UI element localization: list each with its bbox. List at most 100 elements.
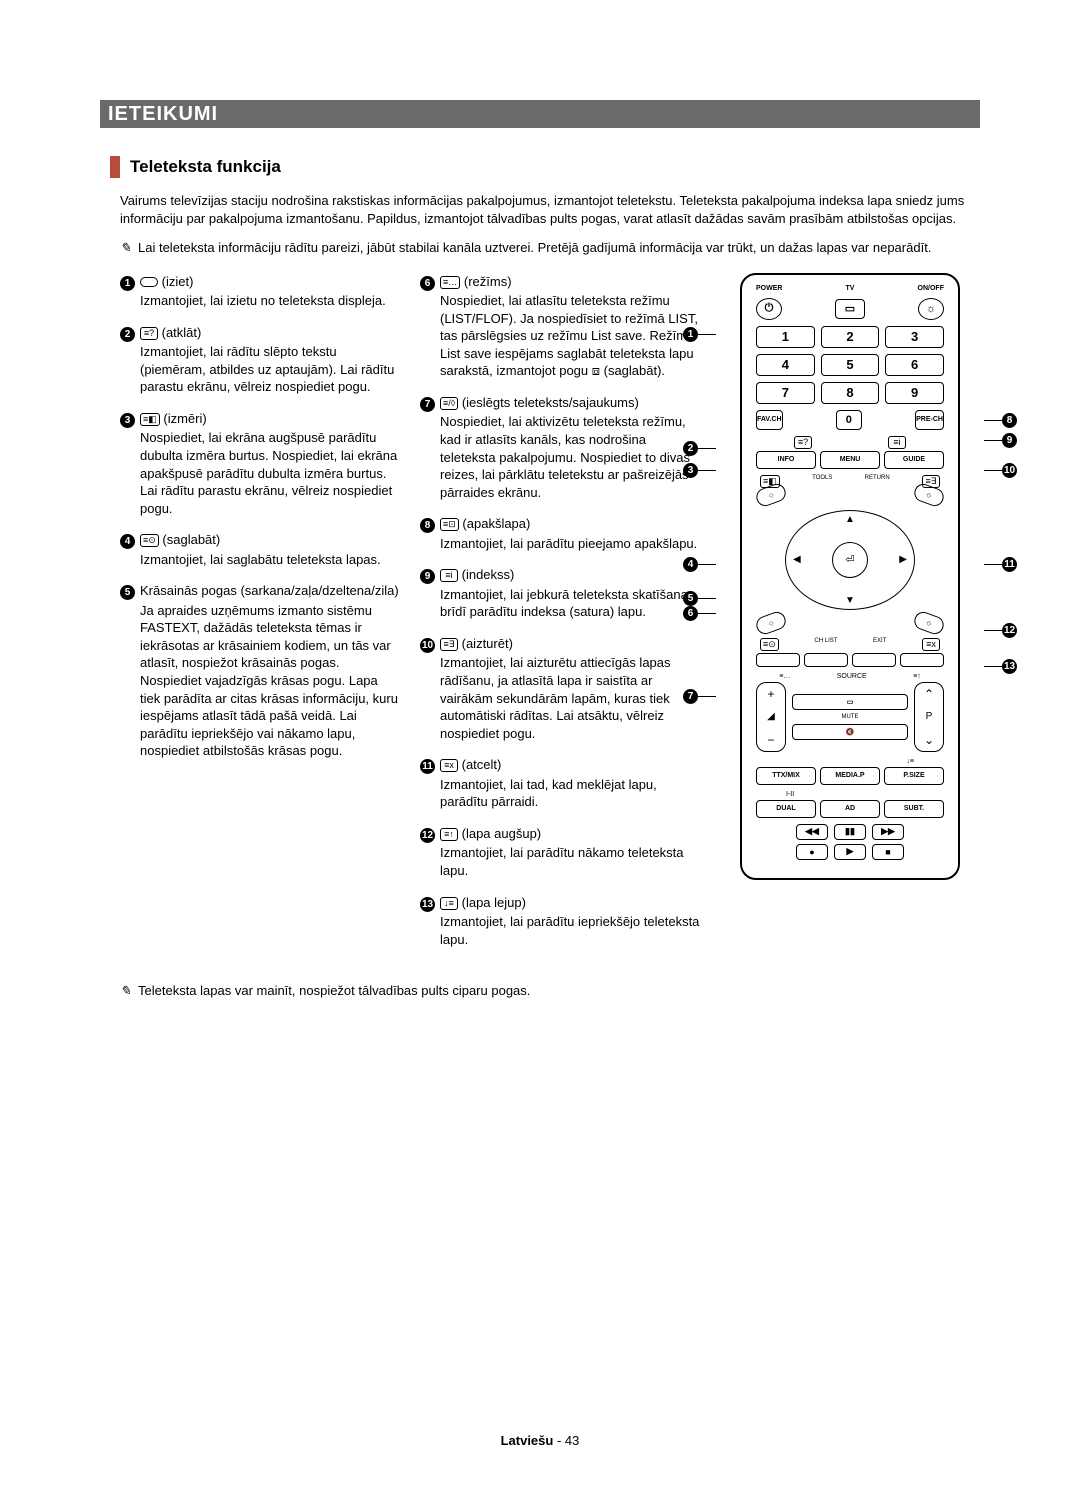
item-7: 7 ≡/◊ (ieslēgts teleteksts/sajaukums) No… <box>420 394 700 503</box>
power-button[interactable]: ⏻ <box>756 298 782 320</box>
power-label: POWER <box>756 285 782 292</box>
callout-4: 4 <box>683 557 716 572</box>
note-row: ✎ Lai teleteksta informāciju rādītu pare… <box>120 239 980 257</box>
channel-rocker[interactable]: ⌃P⌄ <box>914 682 944 752</box>
play-button[interactable]: ▶ <box>834 844 866 860</box>
mute-button[interactable]: 🔇 <box>792 724 908 740</box>
item-10: 10 ≡∃ (aizturēt) Izmantojiet, lai aiztur… <box>420 635 700 744</box>
key-5[interactable]: 5 <box>821 354 880 376</box>
ad-button[interactable]: AD <box>820 800 880 818</box>
footer-note-text: Teleteksta lapas var mainīt, nospiežot t… <box>138 982 530 1000</box>
rewind-button[interactable]: ◀◀ <box>796 824 828 840</box>
small-sym-row1: ≡?≡i <box>756 436 944 449</box>
note-icon-2: ✎ <box>120 982 138 1000</box>
key-8[interactable]: 8 <box>821 382 880 404</box>
item-8: 8 ≡⊡ (apakšlapa) Izmantojiet, lai parādī… <box>420 515 700 554</box>
info-button[interactable]: INFO <box>756 451 816 469</box>
exit-icon <box>140 277 158 287</box>
column-remote: 1 2 3 4 5 6 7 8 9 10 11 12 13 POWER TV O… <box>720 273 980 963</box>
subtitle-row: Teleteksta funkcija <box>110 156 980 178</box>
num-8: 8 <box>420 518 435 533</box>
red-button[interactable] <box>756 653 800 667</box>
pause-button[interactable]: ▮▮ <box>834 824 866 840</box>
item-2: 2 ≡? (atklāt) Izmantojiet, lai rādītu sl… <box>120 324 400 398</box>
item-1: 1 (iziet) Izmantojiet, lai izietu no tel… <box>120 273 400 312</box>
section-title-bar: IETEIKUMI <box>100 100 980 128</box>
store-icon: ≡⊙ <box>140 534 159 547</box>
mode-icon: ≡… <box>440 276 460 289</box>
ok-button[interactable]: ⏎ <box>832 542 868 578</box>
source-button[interactable]: ▭ <box>792 694 908 710</box>
index-icon: ≡i <box>440 569 458 582</box>
tools-button[interactable]: ◇ <box>754 481 788 508</box>
key-2[interactable]: 2 <box>821 326 880 348</box>
footer-language: Latviešu <box>501 1433 554 1448</box>
num-4: 4 <box>120 534 135 549</box>
key-7[interactable]: 7 <box>756 382 815 404</box>
tiny-labels-row2: ≡⊙CH LIST EXIT≡x <box>756 638 944 651</box>
item-12: 12 ≡↑ (lapa augšup) Izmantojiet, lai par… <box>420 825 700 882</box>
callout-12: 12 <box>984 623 1017 638</box>
column-middle: 6 ≡… (režīms) Nospiediet, lai atlasītu t… <box>420 273 700 963</box>
content-columns: 1 (iziet) Izmantojiet, lai izietu no tel… <box>120 273 980 963</box>
menu-button[interactable]: MENU <box>820 451 880 469</box>
volume-rocker[interactable]: +◢− <box>756 682 786 752</box>
num-13: 13 <box>420 897 435 912</box>
note-text: Lai teleteksta informāciju rādītu pareiz… <box>138 239 931 257</box>
callout-2: 2 <box>683 441 716 456</box>
page-footer: Latviešu - 43 <box>0 1433 1080 1448</box>
keypad: 1 2 3 4 5 6 7 8 9 <box>756 326 944 404</box>
callout-13: 13 <box>984 659 1017 674</box>
forward-button[interactable]: ▶▶ <box>872 824 904 840</box>
note-icon: ✎ <box>120 239 138 257</box>
exit-button[interactable]: ◇ <box>912 609 946 636</box>
callout-10: 10 <box>984 463 1017 478</box>
guide-button[interactable]: GUIDE <box>884 451 944 469</box>
num-12: 12 <box>420 828 435 843</box>
key-3[interactable]: 3 <box>885 326 944 348</box>
item-3: 3 ≡◧ (izmēri) Nospiediet, lai ekrāna aug… <box>120 410 400 519</box>
green-button[interactable] <box>804 653 848 667</box>
footer-page-number: 43 <box>565 1433 579 1448</box>
item-4: 4 ≡⊙ (saglabāt) Izmantojiet, lai saglabā… <box>120 531 400 570</box>
favch-button[interactable]: FAV.CH <box>756 410 783 430</box>
light-button[interactable]: ☼ <box>918 298 944 320</box>
psize-button[interactable]: P.SIZE <box>884 767 944 785</box>
callout-6: 6 <box>683 606 716 621</box>
nav-pad[interactable]: ▲ ▼ ◀ ▶ ⏎ <box>785 510 915 610</box>
pageup-icon: ≡↑ <box>440 828 458 841</box>
tv-button[interactable]: ▭ <box>835 299 865 319</box>
subt-button[interactable]: SUBT. <box>884 800 944 818</box>
num-11: 11 <box>420 759 435 774</box>
onoff-label: ON/OFF <box>918 285 944 292</box>
item-13: 13 ↓≡ (lapa lejup) Izmantojiet, lai parā… <box>420 894 700 951</box>
callout-11: 11 <box>984 557 1017 572</box>
stop-button[interactable]: ■ <box>872 844 904 860</box>
key-6[interactable]: 6 <box>885 354 944 376</box>
subtitle-accent <box>110 156 120 178</box>
key-9[interactable]: 9 <box>885 382 944 404</box>
item-9: 9 ≡i (indekss) Izmantojiet, lai jebkurā … <box>420 566 700 623</box>
key-1[interactable]: 1 <box>756 326 815 348</box>
tv-label: TV <box>846 285 855 292</box>
column-left: 1 (iziet) Izmantojiet, lai izietu no tel… <box>120 273 400 963</box>
size-icon: ≡◧ <box>140 413 160 426</box>
ttxmix-button[interactable]: TTX/MIX <box>756 767 816 785</box>
footer-note: ✎ Teleteksta lapas var mainīt, nospiežot… <box>120 982 980 1000</box>
return-button[interactable]: ◇ <box>912 481 946 508</box>
remote-wrap: 1 2 3 4 5 6 7 8 9 10 11 12 13 POWER TV O… <box>720 273 980 880</box>
blue-button[interactable] <box>900 653 944 667</box>
num-3: 3 <box>120 413 135 428</box>
num-7: 7 <box>420 397 435 412</box>
num-10: 10 <box>420 638 435 653</box>
chlist-button[interactable]: ◇ <box>754 609 788 636</box>
yellow-button[interactable] <box>852 653 896 667</box>
key-4[interactable]: 4 <box>756 354 815 376</box>
color-buttons <box>756 653 944 667</box>
cancel-icon: ≡x <box>440 759 458 772</box>
prech-button[interactable]: PRE-CH <box>915 410 944 430</box>
mediap-button[interactable]: MEDIA.P <box>820 767 880 785</box>
dual-button[interactable]: DUAL <box>756 800 816 818</box>
key-0[interactable]: 0 <box>836 410 862 430</box>
record-button[interactable]: ● <box>796 844 828 860</box>
